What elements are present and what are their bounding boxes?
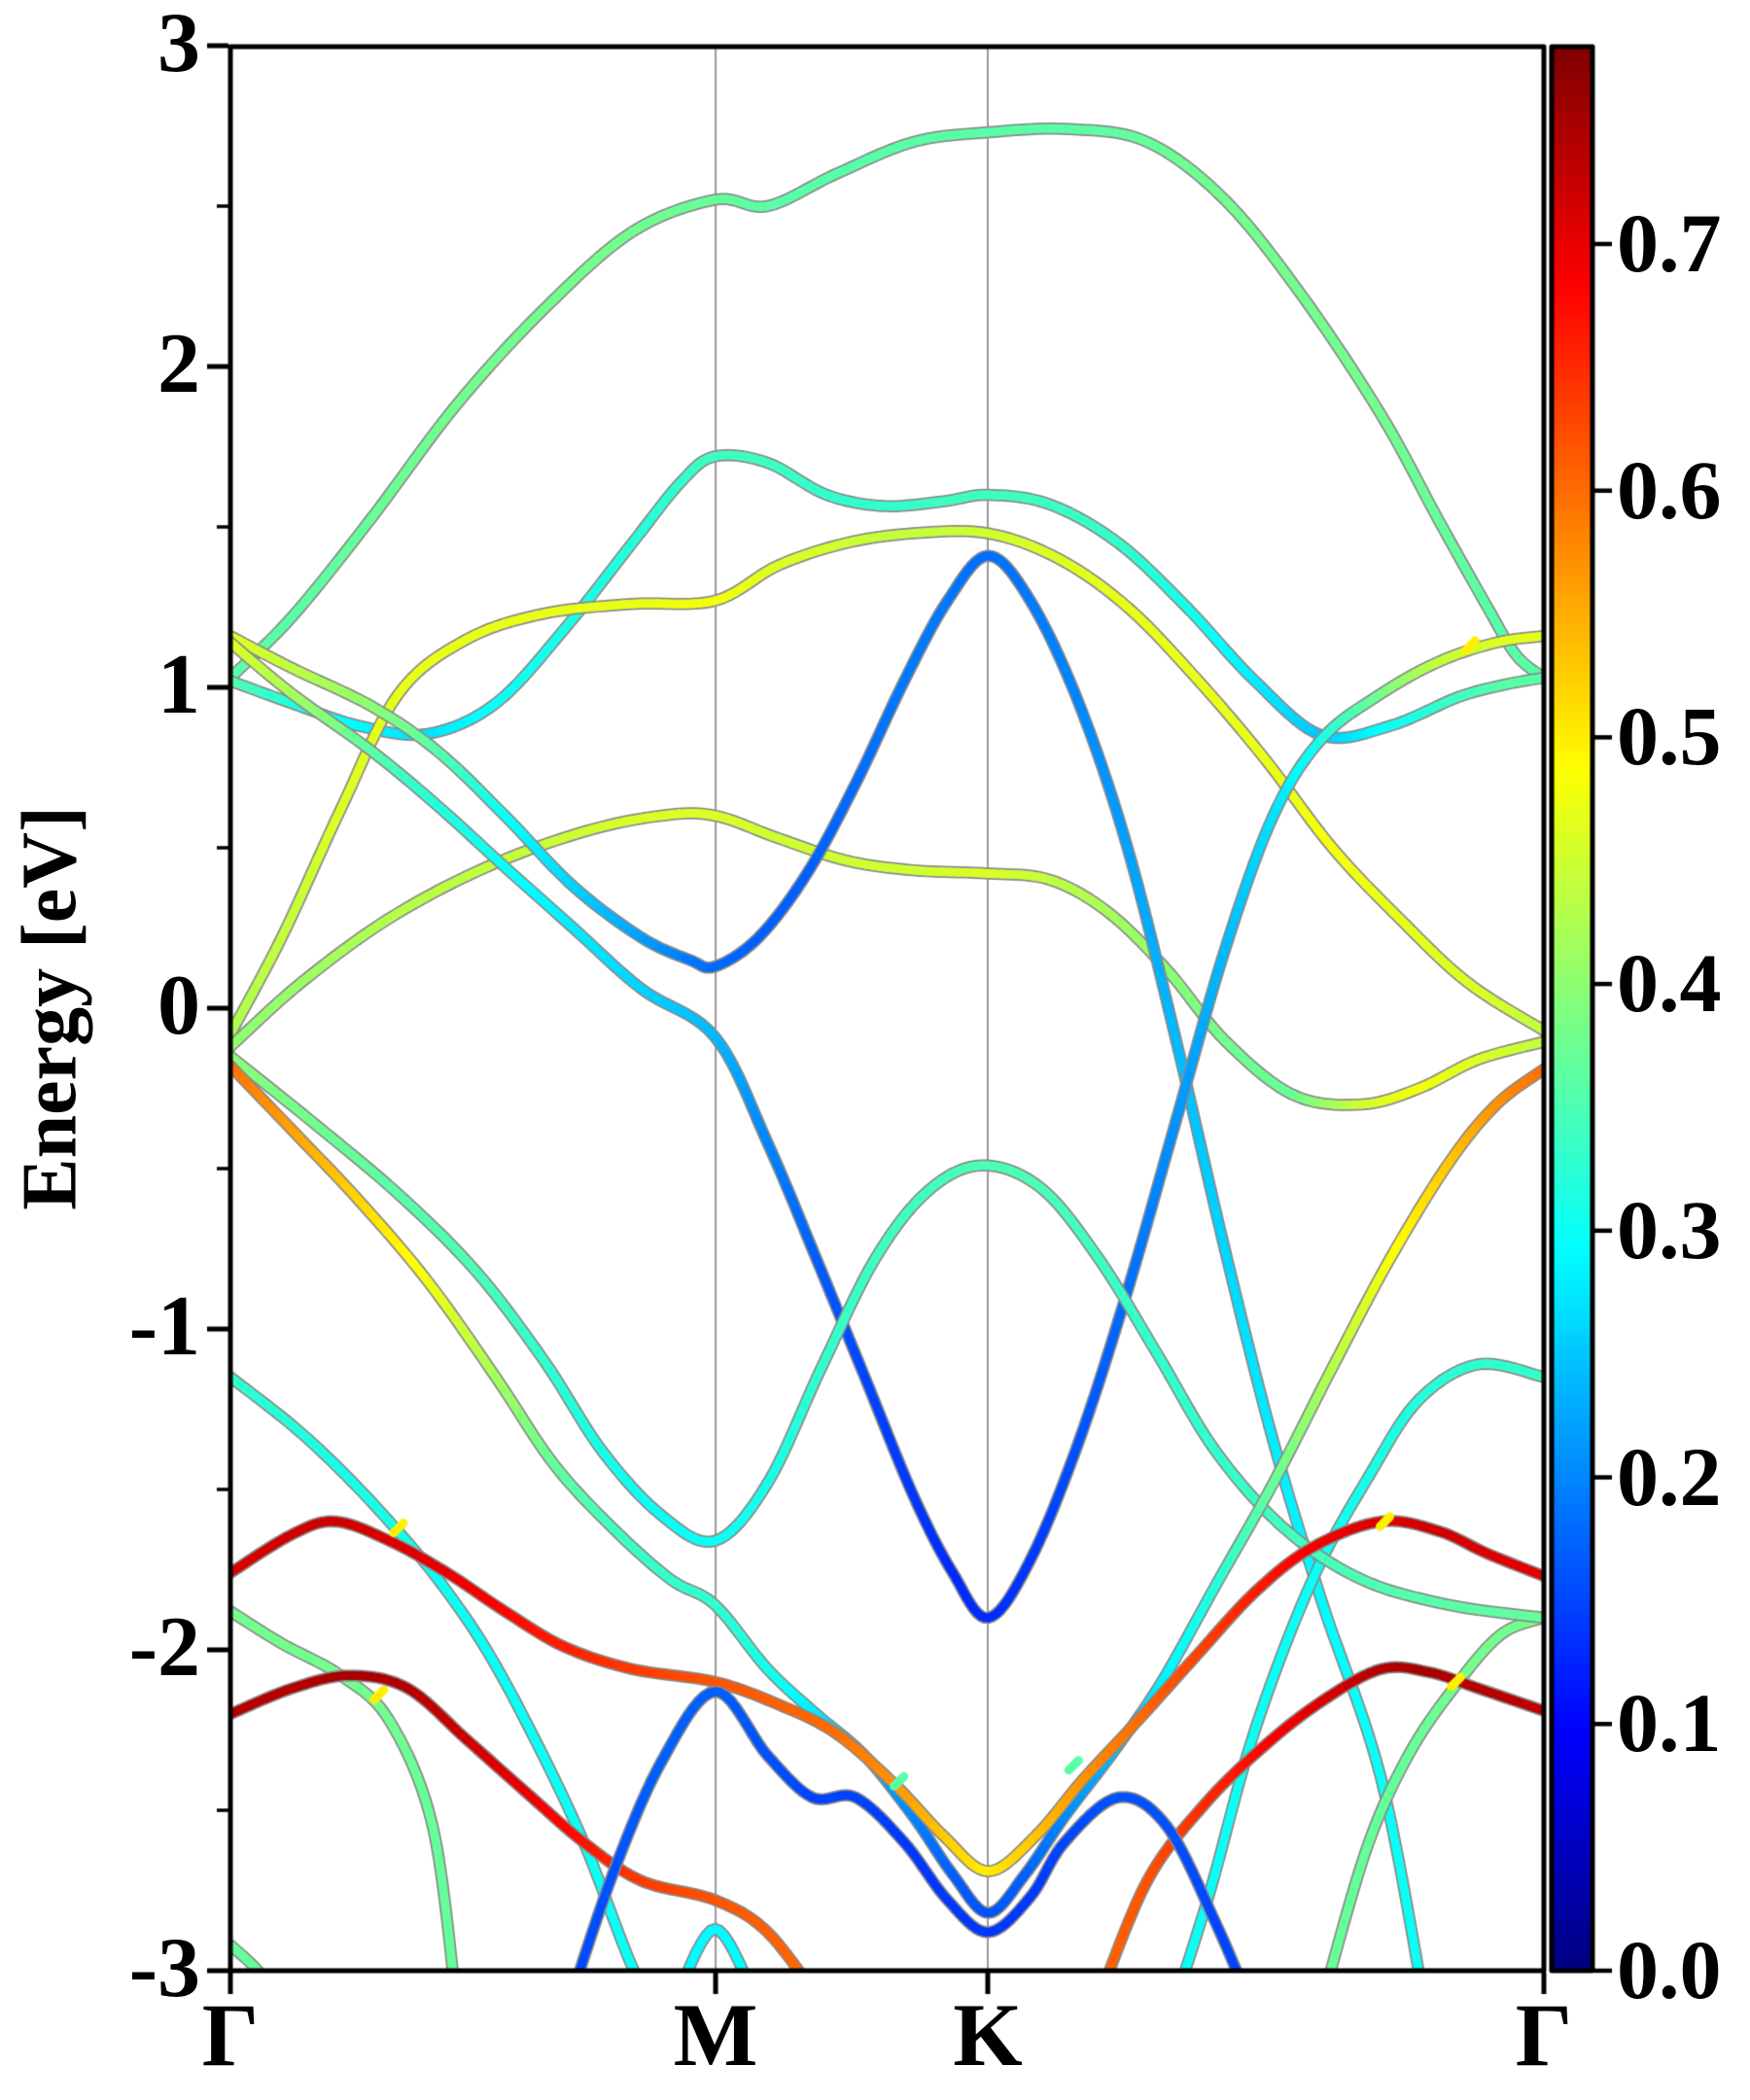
y-tick-label--1: -1 — [128, 1279, 200, 1374]
colorbar-tick-label-0.5: 0.5 — [1617, 689, 1722, 784]
x-tick-label-0: Γ — [201, 1985, 260, 2084]
colorbar-tick-label-0.3: 0.3 — [1617, 1182, 1722, 1277]
y-tick-label-2: 2 — [158, 317, 200, 411]
colorbar-tick-label-0.6: 0.6 — [1617, 442, 1722, 537]
y-tick-label-3: 3 — [158, 0, 200, 90]
colorbar-tick-label-0.4: 0.4 — [1617, 936, 1722, 1031]
colorbar-tick-label-0.2: 0.2 — [1617, 1429, 1722, 1523]
x-tick-label-1: M — [673, 1985, 758, 2084]
y-tick-label--3: -3 — [128, 1921, 200, 2015]
x-tick-label-2: K — [953, 1985, 1023, 2084]
y-tick-label--2: -2 — [128, 1600, 200, 1695]
colorbar-tick-label-0.7: 0.7 — [1617, 195, 1722, 290]
x-tick-label-3: Γ — [1515, 1985, 1573, 2084]
colorbar-tick-label-0.1: 0.1 — [1617, 1676, 1722, 1770]
colorbar-tick-label-0.0: 0.0 — [1617, 1923, 1722, 2016]
y-tick-label-1: 1 — [158, 638, 200, 732]
y-tick-label-0: 0 — [158, 959, 200, 1053]
